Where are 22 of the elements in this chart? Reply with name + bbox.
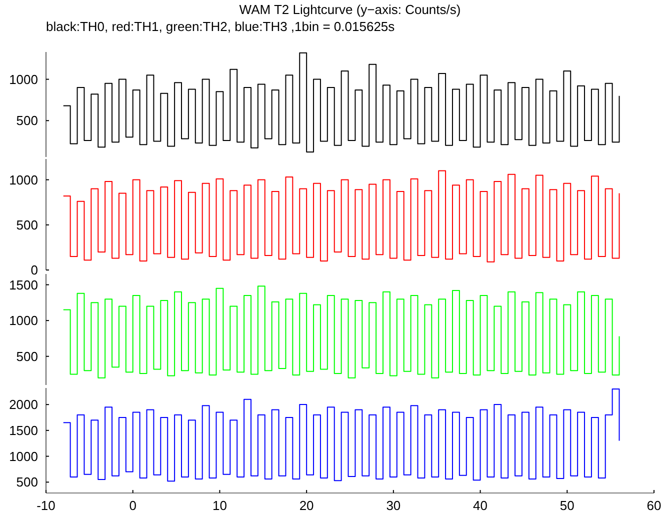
y-tick-label: 500 [16,113,38,128]
x-tick-label: 20 [299,498,314,513]
x-tick-label: 30 [386,498,401,513]
y-tick-label: 500 [16,348,38,364]
chart-subtitle: black:TH0, red:TH1, green:TH2, blue:TH3 ,1bin = 0.015625s [46,19,396,34]
x-tick-label: 60 [646,498,662,513]
x-tick-label: 0 [129,498,136,513]
y-tick-label: 1000 [9,172,38,188]
x-tick-label: 40 [473,498,488,513]
y-tick-label: 1000 [9,72,38,87]
y-tick-label: 1500 [9,277,38,292]
y-tick-label: 500 [16,474,38,490]
x-tick-label: 10 [212,498,227,513]
y-tick-label: 1000 [9,313,38,328]
y-tick-label: 1000 [9,448,38,464]
x-tick-label: 50 [560,498,574,513]
y-tick-label: 500 [16,217,38,232]
y-tick-label: 1500 [9,422,38,438]
x-tick-label: -10 [36,498,56,513]
y-tick-label: 2000 [9,397,38,412]
y-tick-label: 0 [30,262,38,278]
chart-title: WAM T2 Lightcurve (y−axis: Counts/s) [239,2,461,17]
